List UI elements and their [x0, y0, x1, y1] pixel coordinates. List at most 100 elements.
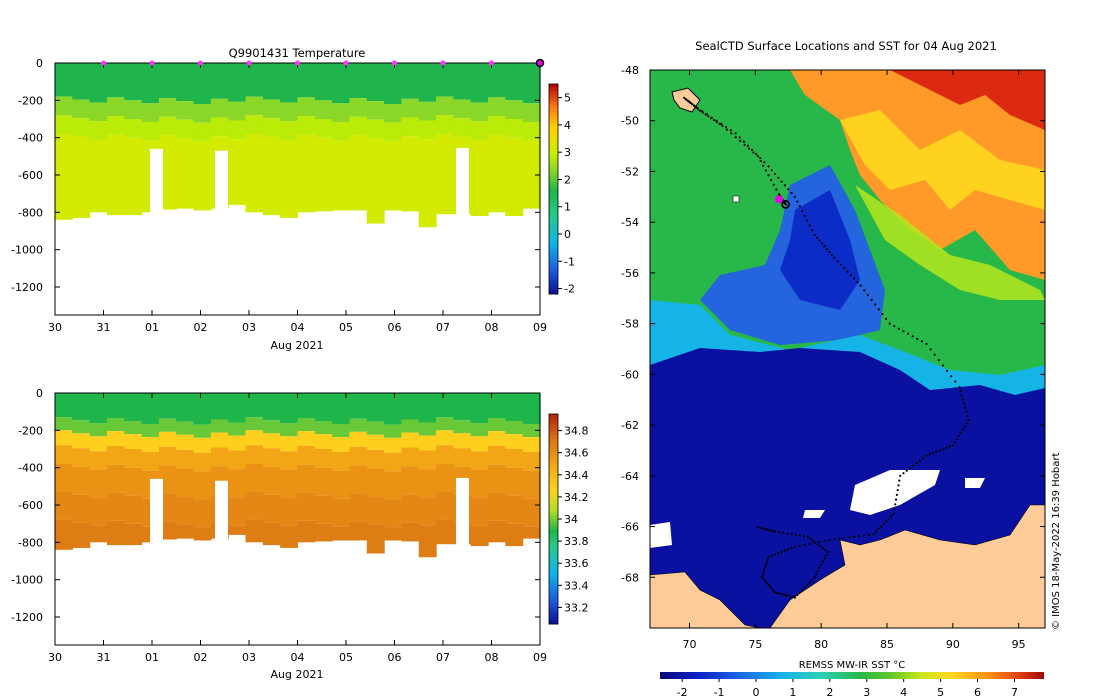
y-tick-label: -1000: [11, 244, 43, 257]
track-point: [912, 464, 915, 467]
temperature-cell: [453, 99, 472, 119]
colorbar-segment: [549, 259, 558, 263]
track-point: [773, 591, 777, 594]
salinity-cell: [124, 467, 143, 496]
colorbar-frame: [548, 83, 559, 295]
colorbar-segment: [549, 463, 558, 467]
track-point: [911, 335, 914, 338]
salinity-cell: [418, 422, 437, 436]
salinity-cell: [72, 433, 91, 449]
colorbar-segment: [549, 84, 558, 88]
track-point: [953, 441, 956, 444]
colorbar-segment: [549, 252, 558, 256]
salinity-cell: [176, 468, 195, 497]
track-point: [933, 353, 936, 356]
salinity-cell: [366, 468, 385, 497]
track-point: [778, 531, 781, 534]
salinity-cell: [488, 431, 506, 447]
sst-colorbar-tick-label: 0: [753, 686, 760, 699]
hot-sst-region: [890, 70, 1045, 130]
profile-marker-latest: [535, 58, 545, 68]
colorbar-segment: [549, 217, 558, 221]
salinity-cell: [245, 491, 264, 520]
salinity-cell: [332, 526, 351, 541]
salinity-cell: [72, 466, 91, 495]
colorbar-segment: [549, 617, 558, 621]
salinity-cell: [401, 494, 420, 523]
track-point: [781, 593, 784, 596]
track-point: [818, 540, 821, 544]
sst-colorbar-tick-label: 4: [900, 686, 907, 699]
salinity-cell: [158, 393, 177, 419]
track-point: [773, 530, 777, 533]
salinity-cell: [436, 445, 454, 464]
salinity-cell: [89, 436, 108, 452]
track-point: [916, 337, 919, 340]
colorbar-segment: [549, 231, 558, 235]
track-point: [816, 543, 819, 546]
salinity-cell: [262, 448, 281, 467]
temperature-cell: [280, 139, 299, 218]
track-point: [818, 239, 821, 242]
colorbar-segment: [549, 421, 558, 425]
colorbar-segment: [549, 424, 558, 429]
temperature-cell: [470, 121, 489, 140]
salinity-cell: [89, 469, 108, 498]
track-point: [964, 406, 967, 409]
map-y-tick-label: -56: [621, 267, 639, 280]
salinity-cell: [228, 469, 247, 498]
track-point: [931, 451, 935, 455]
track-point: [941, 448, 945, 451]
temperature-cell: [384, 141, 403, 211]
credit-text: © IMOS 18-May-2022 16:39 Hobart: [1051, 453, 1062, 630]
temperature-cell: [349, 116, 368, 136]
y-tick-label: -400: [18, 462, 43, 475]
colorbar-segment: [549, 543, 558, 548]
x-tick-label: 09: [533, 651, 547, 664]
track-point: [794, 533, 797, 536]
track-point: [862, 534, 866, 537]
track-point: [959, 431, 962, 434]
track-point: [767, 555, 770, 559]
track-point: [880, 525, 883, 528]
temperature-cell: [280, 63, 299, 103]
track-point: [766, 558, 769, 561]
colorbar-segment: [549, 620, 558, 625]
temperature-cell: [470, 102, 489, 122]
temperature-cell: [158, 63, 177, 99]
map-frame: [649, 69, 1046, 629]
colorbar-segment: [549, 266, 558, 270]
salinity-cell: [349, 446, 368, 466]
track-point: [892, 512, 895, 515]
colorbar-segment: [549, 136, 558, 141]
colorbar-segment: [549, 596, 558, 600]
temperature-cell: [384, 122, 403, 142]
map-y-tick-label: -58: [621, 318, 639, 331]
temperature-cell: [176, 119, 195, 139]
temperature-cell: [505, 100, 524, 119]
temperature-cell: [522, 121, 541, 141]
salinity-cell: [262, 433, 281, 449]
colorbar-segment: [549, 290, 558, 295]
colorbar-segment: [549, 224, 558, 228]
colorbar-segment: [549, 94, 558, 99]
salinity-cell: [141, 451, 160, 471]
track-point: [802, 534, 805, 538]
track-point: [828, 539, 831, 542]
salinity-cell: [55, 463, 73, 492]
temperature-cell: [176, 138, 195, 209]
colorbar-segment: [549, 578, 558, 583]
track-point: [895, 493, 898, 496]
colorbar-tick-label: 34.2: [564, 491, 589, 504]
y-tick-label: 0: [36, 57, 43, 70]
track-point: [762, 164, 765, 167]
colorbar-segment: [549, 168, 558, 172]
x-tick-label: 02: [194, 651, 208, 664]
x-tick-label: 03: [242, 321, 256, 334]
colorbar-segment: [549, 442, 558, 446]
track-point: [738, 136, 741, 139]
salinity-cell: [418, 525, 437, 558]
colorbar-segment: [549, 287, 558, 291]
profile-marker: [246, 60, 252, 66]
